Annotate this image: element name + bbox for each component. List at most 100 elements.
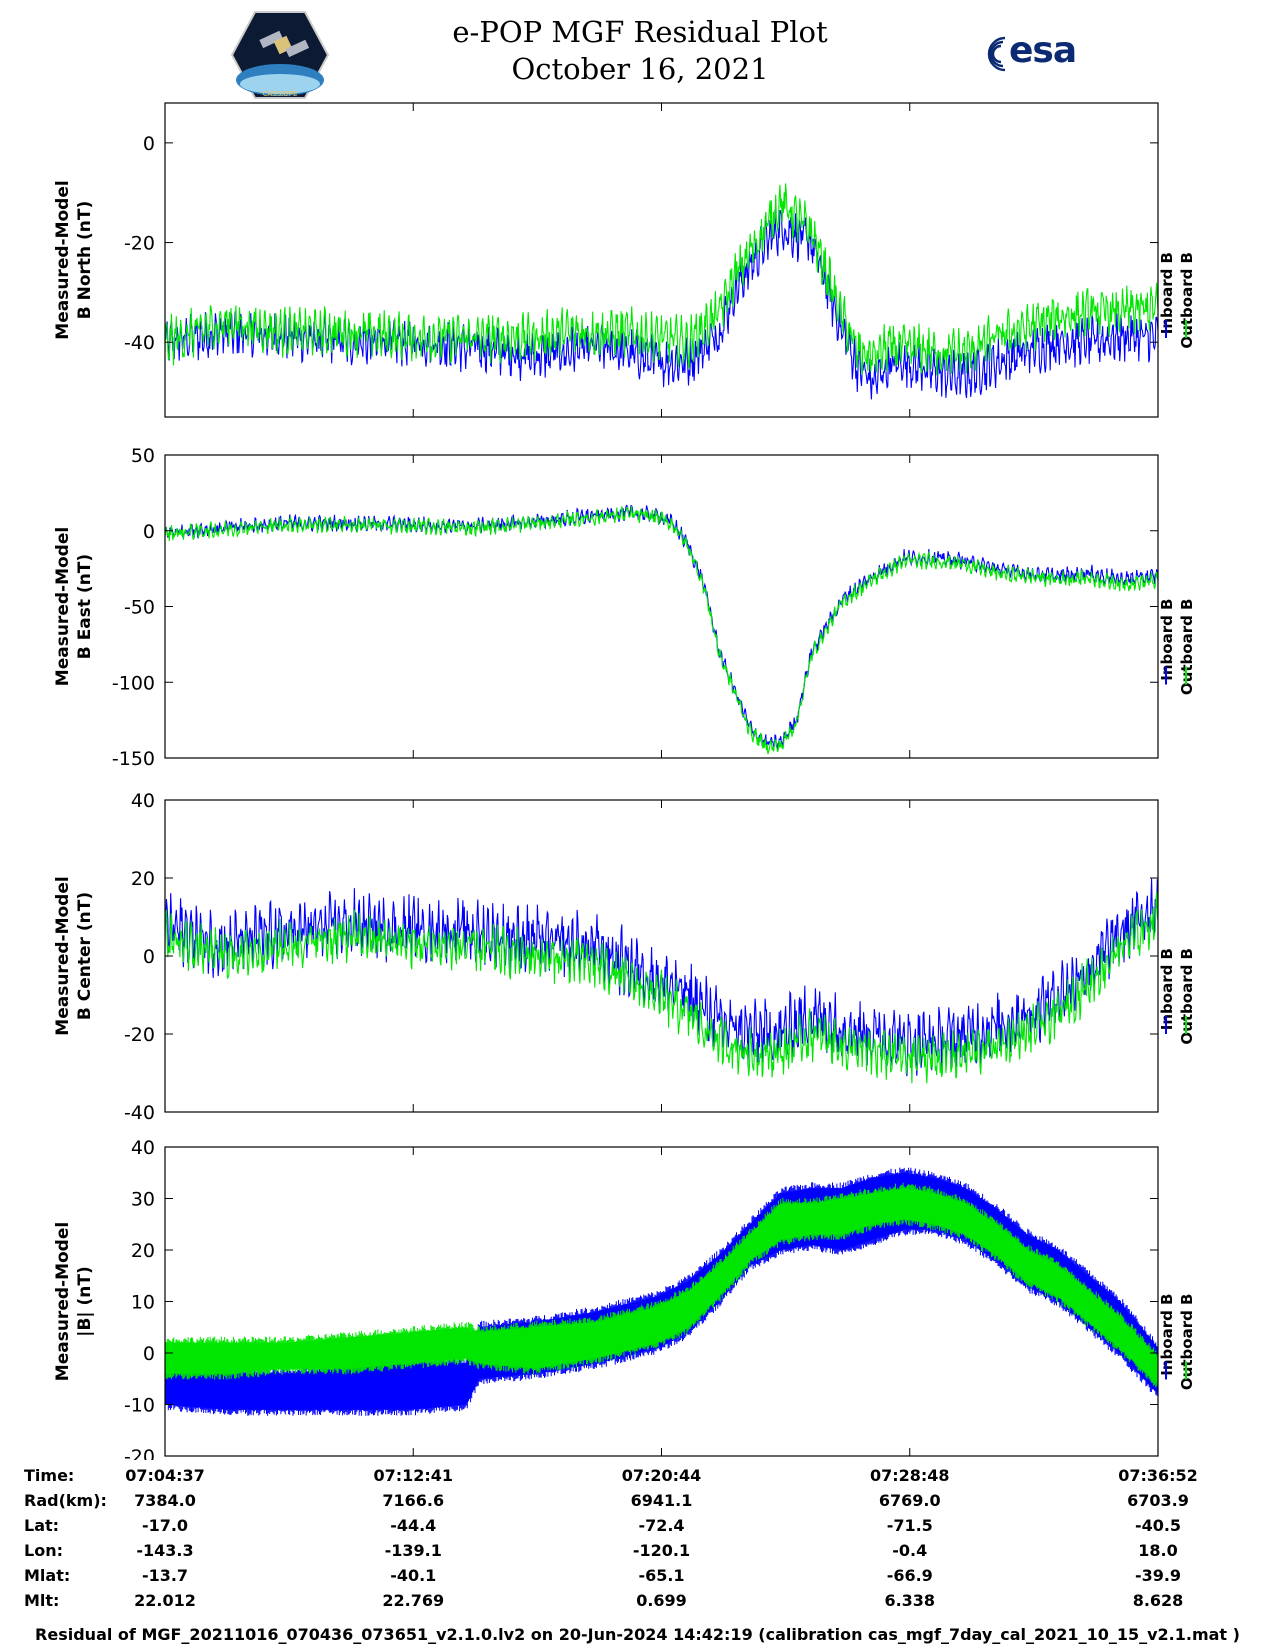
legend-label: Inboard B bbox=[1158, 252, 1176, 334]
info-cell: -44.4 bbox=[390, 1516, 437, 1535]
info-cell: 22.012 bbox=[134, 1591, 196, 1610]
residual-plots: 0 -20 -40 Measured-Model B North (nT) Inboard… bbox=[53, 102, 1196, 1460]
y-tick-label: -40 bbox=[124, 332, 155, 354]
info-cell: 07:36:52 bbox=[1118, 1466, 1198, 1485]
legend: Inboard B Outboard B bbox=[1158, 599, 1196, 696]
y-tick-label: 0 bbox=[143, 1343, 155, 1365]
legend-label: Outboard B bbox=[1178, 599, 1196, 696]
info-cell: -40.5 bbox=[1134, 1516, 1182, 1535]
info-cell: -66.9 bbox=[886, 1566, 933, 1585]
svg-text:CASSIOPE: CASSIOPE bbox=[263, 90, 298, 98]
legend-label: Inboard B bbox=[1158, 1294, 1176, 1376]
y-tick-label: 40 bbox=[131, 1137, 155, 1159]
y-tick-label: -20 bbox=[124, 233, 155, 255]
legend-label: Outboard B bbox=[1178, 252, 1196, 349]
plot-title: e-POP MGF Residual Plot bbox=[452, 15, 828, 49]
info-cell: -120.1 bbox=[632, 1541, 691, 1560]
series-inboard-b bbox=[165, 209, 1158, 400]
info-cell: 6769.0 bbox=[878, 1491, 941, 1510]
esa-emblem-icon bbox=[987, 36, 1006, 72]
info-cell: 8.628 bbox=[1132, 1591, 1184, 1610]
y-tick-label: -10 bbox=[124, 1395, 155, 1417]
info-cell: -13.7 bbox=[141, 1566, 189, 1585]
y-tick-label: 40 bbox=[131, 790, 155, 812]
info-row-label: Time: bbox=[24, 1466, 75, 1485]
info-cell: 6703.9 bbox=[1127, 1491, 1189, 1510]
cassiope-logo: CASSIOPE bbox=[230, 11, 330, 99]
y-tick-label: -100 bbox=[112, 672, 155, 694]
info-row: Time: 07:04:37 07:12:41 07:20:44 07:28:48 07:… bbox=[0, 1466, 1275, 1488]
info-cell: -139.1 bbox=[384, 1541, 442, 1560]
info-row-label: Lat: bbox=[24, 1516, 60, 1535]
panel-4: 40 30 20 10 0 -10 -20 Measured-Model |B| (nT) Inb… bbox=[53, 1137, 1196, 1460]
info-cell: 07:28:48 bbox=[869, 1466, 950, 1485]
y-tick-label: 30 bbox=[131, 1189, 155, 1211]
info-cell: 07:12:41 bbox=[373, 1466, 454, 1485]
series-inboard-b bbox=[165, 1167, 1158, 1416]
info-cell: -143.3 bbox=[136, 1541, 194, 1560]
plot-frame bbox=[164, 799, 1159, 1113]
y-tick-label: -150 bbox=[112, 748, 155, 770]
series-outboard-b bbox=[165, 183, 1158, 376]
plot-frame bbox=[164, 454, 1159, 759]
esa-logo: esa bbox=[975, 30, 1095, 76]
info-cell: 7384.0 bbox=[134, 1491, 196, 1510]
info-cell: 07:20:44 bbox=[621, 1466, 702, 1485]
legend: Inboard B Outboard B bbox=[1158, 252, 1196, 349]
info-row-label: Mlt: bbox=[24, 1591, 60, 1610]
info-cell: -0.4 bbox=[892, 1541, 928, 1560]
info-cell: -17.0 bbox=[141, 1516, 189, 1535]
info-cell: -39.9 bbox=[1134, 1566, 1182, 1585]
legend: Inboard B Outboard B bbox=[1158, 1294, 1196, 1391]
info-cell: 22.769 bbox=[382, 1591, 445, 1610]
y-tick-label: 20 bbox=[131, 868, 155, 890]
data-layer bbox=[165, 183, 1158, 400]
info-cell: 07:04:37 bbox=[125, 1466, 205, 1485]
legend-label: Outboard B bbox=[1178, 948, 1196, 1045]
y-tick-label: -20 bbox=[124, 1446, 155, 1460]
info-row: Mlt: 22.012 22.769 0.699 6.338 8.628 bbox=[0, 1591, 1275, 1613]
info-cell: -40.1 bbox=[390, 1566, 437, 1585]
info-row: Rad(km): 7384.0 7166.6 6941.1 6769.0 6703.9 bbox=[0, 1491, 1275, 1513]
info-row-label: Rad(km): bbox=[24, 1491, 107, 1510]
legend-label: Outboard B bbox=[1178, 1294, 1196, 1391]
footer-caption: Residual of MGF_20211016_070436_073651_v… bbox=[35, 1625, 1240, 1644]
y-axis-label: Measured-Model B East (nT) bbox=[53, 527, 95, 686]
legend-label: Inboard B bbox=[1158, 948, 1176, 1030]
info-row-label: Lon: bbox=[24, 1541, 63, 1560]
data-layer bbox=[165, 504, 1158, 755]
info-cell: 0.699 bbox=[636, 1591, 687, 1610]
panel-3: 40 20 0 -20 -40 Measured-Model B Center (nT) In… bbox=[53, 790, 1196, 1124]
y-axis-label: Measured-Model B Center (nT) bbox=[53, 876, 95, 1035]
info-cell: -71.5 bbox=[886, 1516, 933, 1535]
series-inboard-b bbox=[165, 504, 1158, 750]
info-cell: -72.4 bbox=[638, 1516, 685, 1535]
y-tick-label: 20 bbox=[131, 1240, 155, 1262]
y-tick-label: 0 bbox=[143, 946, 155, 968]
legend-label: Inboard B bbox=[1158, 599, 1176, 681]
data-layer bbox=[165, 878, 1158, 1084]
y-tick-label: 0 bbox=[143, 133, 155, 155]
y-tick-label: -20 bbox=[124, 1024, 155, 1046]
y-tick-label: 0 bbox=[143, 521, 155, 543]
panel-2: 50 0 -50 -100 -150 Measured-Model B East (nT) I… bbox=[53, 445, 1196, 770]
series-outboard-b bbox=[165, 891, 1158, 1084]
info-row-label: Mlat: bbox=[24, 1566, 71, 1585]
series-outboard-b bbox=[165, 1182, 1158, 1390]
y-axis-label: Measured-Model |B| (nT) bbox=[53, 1222, 95, 1381]
info-cell: -65.1 bbox=[638, 1566, 685, 1585]
panel-1: 0 -20 -40 Measured-Model B North (nT) Inboard… bbox=[53, 102, 1196, 418]
info-row: Mlat: -13.7 -40.1 -65.1 -66.9 -39.9 bbox=[0, 1566, 1275, 1588]
info-row: Lat: -17.0 -44.4 -72.4 -71.5 -40.5 bbox=[0, 1516, 1275, 1538]
y-tick-label: 50 bbox=[131, 445, 155, 467]
info-cell: 18.0 bbox=[1138, 1541, 1178, 1560]
y-tick-label: 10 bbox=[131, 1292, 155, 1314]
info-cell: 6.338 bbox=[884, 1591, 936, 1610]
info-cell: 6941.1 bbox=[630, 1491, 693, 1510]
plot-date: October 16, 2021 bbox=[511, 52, 769, 86]
data-layer bbox=[165, 1167, 1158, 1416]
y-tick-label: -40 bbox=[124, 1102, 155, 1124]
series-outboard-b bbox=[165, 506, 1158, 755]
info-row: Lon: -143.3 -139.1 -120.1 -0.4 18.0 bbox=[0, 1541, 1275, 1563]
y-axis-label: Measured-Model B North (nT) bbox=[53, 180, 95, 339]
